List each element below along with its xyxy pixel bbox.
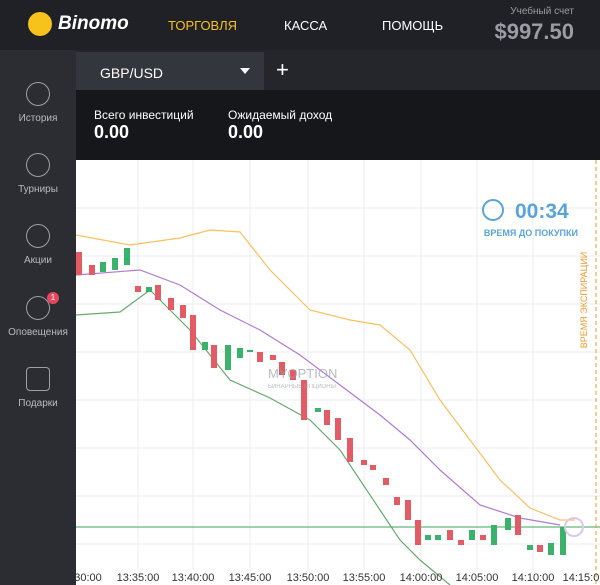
tournaments[interactable]: Турниры: [18, 184, 58, 195]
notifications-icon[interactable]: [26, 296, 50, 320]
tournaments-icon[interactable]: [26, 153, 50, 177]
chart-bg: [76, 160, 600, 585]
chart: 00:34 ВРЕМЯ ДО ПОКУПКИ ВРЕМЯ ЭКСПИРАЦИИ …: [76, 160, 600, 585]
gifts-icon[interactable]: [26, 367, 50, 391]
timer-icon: [482, 199, 504, 221]
time-label: 30:00: [76, 572, 102, 584]
pair-tab[interactable]: [76, 52, 264, 90]
nav-cashier[interactable]: КАССА: [284, 18, 328, 33]
grid: [76, 160, 600, 570]
timer: 00:34: [515, 200, 569, 223]
watermark-sub: БИНАРНЫЕ ОПЦИОНЫ: [268, 384, 336, 390]
balance[interactable]: $997.50: [494, 19, 574, 44]
time-axis: 30:00 13:35:00 13:40:00 13:45:00 13:50:0…: [76, 572, 599, 584]
time-label: 14:10:00: [512, 572, 555, 584]
pair[interactable]: GBP/USD: [100, 65, 164, 81]
time-label: 13:45:00: [229, 572, 272, 584]
logo[interactable]: Binomo: [58, 13, 129, 34]
timer-label: ВРЕМЯ ДО ПОКУПКИ: [484, 228, 578, 238]
notifications[interactable]: Оповещения: [8, 327, 68, 338]
caret[interactable]: [240, 68, 250, 74]
top-bar: [0, 0, 600, 50]
time-label: 13:50:00: [287, 572, 330, 584]
gifts[interactable]: Подарки: [18, 398, 58, 409]
history[interactable]: История: [18, 113, 58, 124]
nav-trade[interactable]: ТОРГОВЛЯ: [168, 18, 238, 33]
income-label: Ожидаемый доход: [228, 108, 333, 122]
time-label: 13:35:00: [117, 572, 160, 584]
watermark: MYOPTION: [268, 366, 337, 381]
badge: 1: [47, 292, 59, 304]
current-point: [564, 517, 584, 537]
promos-icon[interactable]: [26, 224, 50, 248]
history-icon[interactable]: [26, 82, 50, 106]
expiration-label: ВРЕМЯ ЭКСПИРАЦИИ: [579, 252, 589, 349]
time-label: 13:40:00: [172, 572, 215, 584]
time-label: 13:55:00: [343, 572, 386, 584]
investments: 0.00: [94, 122, 130, 142]
nav-help[interactable]: ПОМОЩЬ: [382, 18, 444, 33]
add-tab[interactable]: +: [276, 57, 289, 82]
account-label[interactable]: Учебный счет: [510, 6, 574, 17]
time-label: 14:15:0: [563, 572, 600, 584]
indicators: [76, 229, 575, 585]
logo-icon[interactable]: [28, 12, 52, 36]
investments-label: Всего инвестиций: [94, 108, 194, 122]
time-label: 14:05:00: [456, 572, 499, 584]
candles: [76, 248, 566, 555]
income: 0.00: [228, 122, 264, 142]
promos[interactable]: Акции: [24, 255, 52, 266]
time-label: 14:00:00: [400, 572, 443, 584]
panel: [76, 90, 600, 160]
